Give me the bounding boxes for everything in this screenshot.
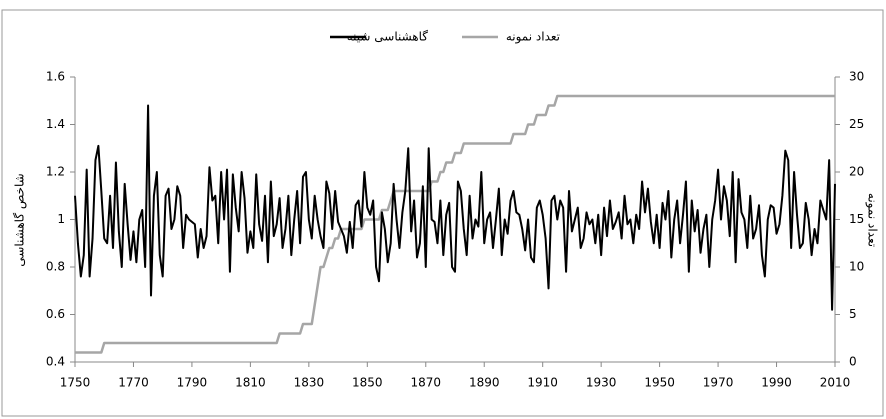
x-tick-label: 1870: [410, 376, 441, 390]
y2-tick-label: 20: [849, 165, 864, 179]
x-tick-label: 1910: [527, 376, 558, 390]
x-tick-label: 1930: [586, 376, 617, 390]
y-tick-label: 1.2: [46, 165, 65, 179]
x-tick-label: 1990: [761, 376, 792, 390]
y-tick-label: 0.6: [46, 307, 65, 321]
y-tick-label: 0.4: [46, 355, 65, 369]
y-tick-label: 1: [57, 212, 65, 226]
x-tick-label: 1810: [235, 376, 266, 390]
y2-tick-label: 10: [849, 260, 864, 274]
x-tick-label: 1890: [469, 376, 500, 390]
y2-tick-label: 15: [849, 212, 864, 226]
x-tick-label: 1850: [352, 376, 383, 390]
y-tick-label: 0.8: [46, 260, 65, 274]
y2-tick-label: 25: [849, 117, 864, 131]
y2-tick-label: 5: [849, 307, 857, 321]
y2-tick-label: 30: [849, 70, 864, 84]
y2-tick-label: 0: [849, 355, 857, 369]
y-tick-label: 1.6: [46, 70, 65, 84]
legend-label: گاهشناسی شینه: [347, 30, 429, 44]
x-tick-label: 1830: [294, 376, 325, 390]
y2-axis-title: تعداد نمونه: [865, 193, 880, 247]
x-tick-label: 1790: [177, 376, 208, 390]
series-line: [74, 104, 836, 311]
x-tick-label: 2010: [820, 376, 851, 390]
x-tick-label: 1970: [703, 376, 734, 390]
x-tick-label: 1950: [644, 376, 675, 390]
legend-label: تعداد نمونه: [506, 30, 560, 45]
x-tick-label: 1750: [60, 376, 91, 390]
series-line: [75, 94, 835, 354]
x-tick-label: 1770: [118, 376, 149, 390]
y-axis-title: شاخص گاهشناسی: [13, 173, 28, 266]
y-tick-label: 1.4: [46, 117, 65, 131]
